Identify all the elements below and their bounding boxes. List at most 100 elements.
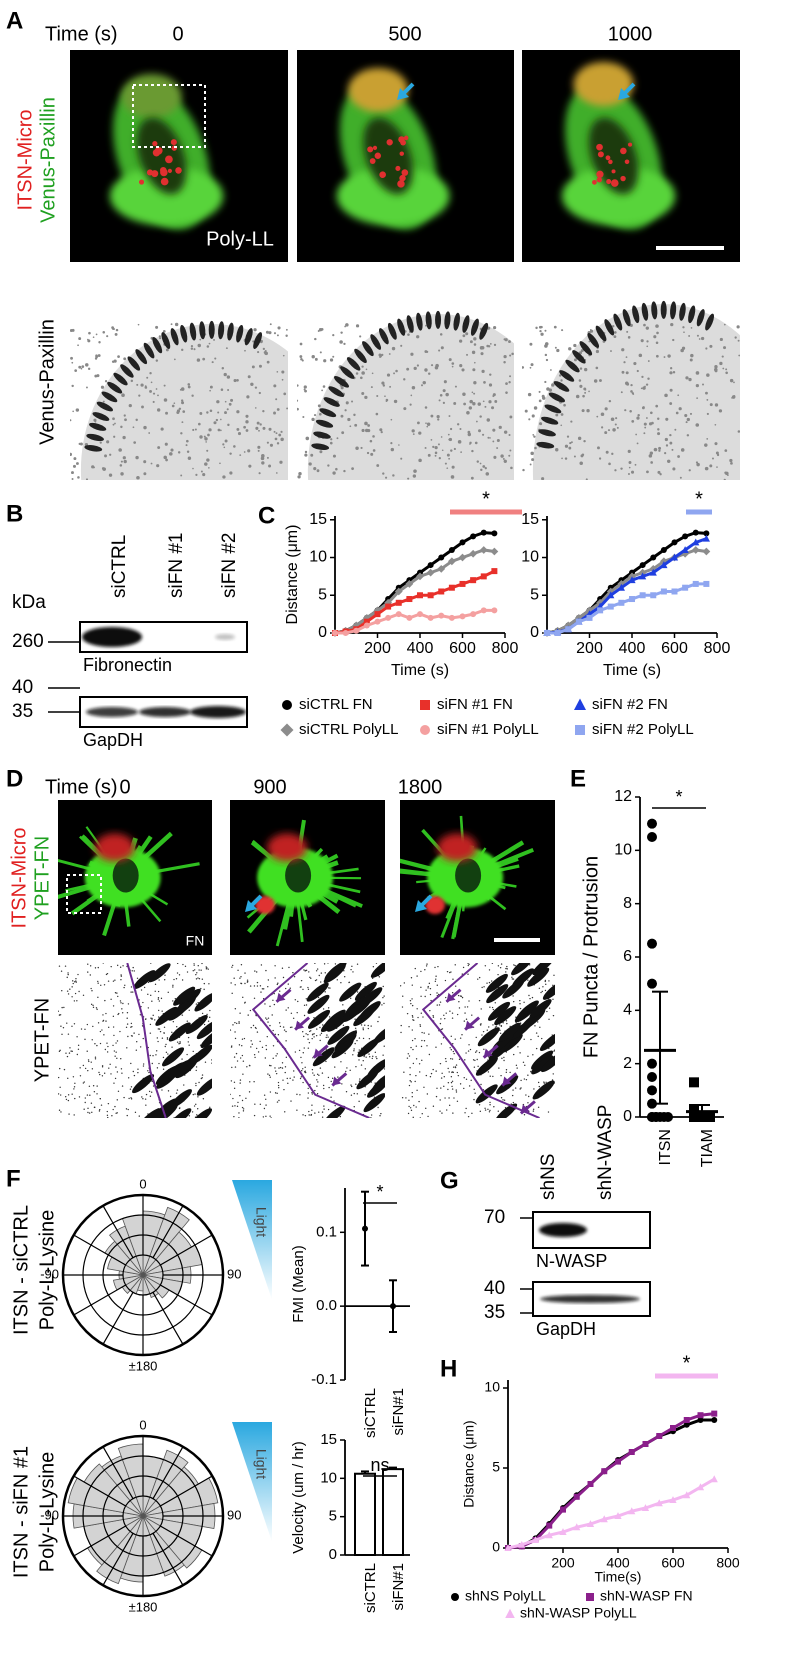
speck [695, 384, 699, 388]
speck [89, 974, 91, 976]
red-spot [597, 151, 604, 158]
speck [612, 428, 616, 432]
speck [240, 963, 243, 966]
speck [209, 385, 213, 389]
speck [473, 1088, 475, 1091]
speck [71, 361, 74, 364]
speck [181, 979, 184, 981]
speck [454, 964, 456, 966]
speck [130, 1098, 133, 1100]
speck [151, 1080, 153, 1083]
adhesion [536, 441, 555, 449]
micrograph [400, 800, 555, 955]
speck [465, 332, 469, 336]
speck [321, 1072, 324, 1074]
speck [438, 399, 441, 402]
speck [479, 415, 482, 418]
speck [523, 1114, 526, 1116]
speck [650, 461, 653, 464]
speck [276, 371, 279, 373]
speck [268, 331, 272, 335]
speck [181, 348, 184, 352]
speck [435, 1046, 437, 1048]
speck [275, 398, 278, 401]
adhesion [572, 350, 586, 364]
speck [677, 455, 680, 458]
speck [131, 1035, 134, 1037]
speck [244, 982, 246, 985]
speck [469, 340, 473, 344]
speck [487, 345, 491, 348]
speck [545, 983, 547, 986]
speck [107, 1102, 110, 1105]
mw-marker: 70 [484, 1207, 505, 1228]
speck [459, 364, 463, 368]
speck [198, 1081, 200, 1084]
x-tick-label: 800 [704, 640, 731, 657]
speck [126, 1012, 129, 1014]
speck [530, 1071, 532, 1073]
rose-spoke [152, 1533, 184, 1586]
speck [342, 1004, 344, 1006]
speck [243, 1037, 246, 1040]
speck [113, 1034, 115, 1037]
data-point [459, 613, 466, 620]
speck [247, 375, 251, 379]
speck [121, 1072, 123, 1074]
adhesion [579, 341, 593, 356]
speck [157, 1028, 160, 1030]
speck [92, 1025, 94, 1028]
speck [102, 1014, 104, 1016]
speck [240, 976, 242, 978]
speck [302, 1114, 304, 1116]
speck [560, 379, 563, 382]
speck [307, 1087, 309, 1090]
speck [669, 433, 672, 437]
speck [113, 435, 116, 438]
speck [413, 1019, 415, 1022]
speck [531, 458, 535, 462]
speck [583, 387, 587, 391]
speck [448, 1071, 450, 1073]
speck [538, 1085, 541, 1088]
speck [408, 1105, 410, 1108]
speck [77, 344, 79, 347]
speck [78, 990, 80, 993]
speck [438, 457, 441, 460]
speck [378, 1016, 380, 1018]
speck [149, 389, 152, 393]
speck [451, 1058, 454, 1060]
speck [209, 1009, 211, 1012]
mw-marker: 35 [484, 1302, 505, 1323]
series-line [547, 582, 707, 635]
speck [534, 446, 537, 450]
panel-label: G [440, 1167, 459, 1194]
speck [425, 422, 427, 424]
speck [479, 346, 484, 350]
speck [696, 397, 699, 400]
speck [509, 375, 512, 378]
speck [415, 1058, 418, 1060]
speck [314, 979, 317, 982]
significance-label: ns [370, 1455, 389, 1475]
speck [297, 399, 299, 402]
speck [598, 457, 602, 460]
speck [322, 1008, 325, 1010]
speck [278, 1022, 281, 1024]
speck [449, 971, 451, 974]
data-point [647, 818, 657, 829]
speck [512, 1089, 514, 1091]
speck [551, 383, 555, 387]
speck [523, 1001, 525, 1003]
data-point [697, 1412, 704, 1419]
speck [441, 449, 444, 452]
speck [201, 1074, 204, 1076]
speck [497, 1110, 499, 1112]
speck [447, 1088, 449, 1091]
speck [364, 395, 368, 400]
speck [704, 443, 708, 447]
speck [180, 432, 183, 435]
data-point [669, 1496, 677, 1503]
speck [202, 473, 206, 477]
speck [475, 420, 478, 423]
